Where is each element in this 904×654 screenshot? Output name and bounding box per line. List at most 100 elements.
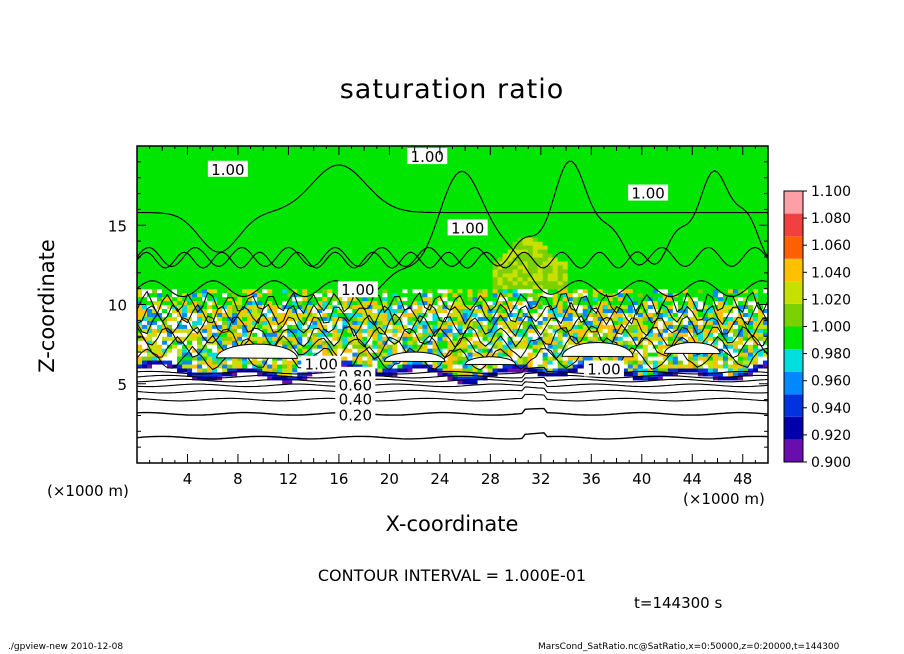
field-cell [322, 348, 328, 353]
field-cell [452, 340, 459, 345]
field-cell [192, 336, 198, 341]
field-cell [522, 439, 529, 444]
field-cell [682, 324, 689, 329]
field-cell [597, 391, 604, 397]
field-cell [157, 344, 163, 349]
field-cell [512, 336, 519, 341]
field-cell [377, 415, 383, 421]
field-cell [237, 320, 243, 325]
field-cell [187, 407, 193, 413]
field-cell [462, 391, 469, 397]
field-cell [612, 324, 619, 329]
field-cell [187, 403, 193, 409]
field-cell [522, 443, 529, 448]
field-cell [382, 447, 388, 452]
field-cell [402, 443, 409, 448]
field-cell [637, 391, 644, 397]
field-cell [447, 435, 454, 440]
field-cell [207, 324, 213, 329]
field-cell [532, 415, 539, 421]
field-cell [727, 427, 734, 432]
field-cell [682, 391, 689, 397]
field-cell [462, 443, 469, 448]
field-cell [637, 363, 644, 369]
field-cell [182, 336, 188, 341]
field-cell [627, 328, 634, 333]
field-cell [552, 455, 559, 460]
field-cell [542, 375, 549, 381]
field-cell [347, 344, 353, 349]
field-cell [632, 336, 639, 341]
field-cell [317, 399, 323, 405]
field-cell [442, 427, 449, 432]
field-cell [757, 356, 764, 361]
field-cell [372, 431, 378, 436]
field-cell [642, 411, 649, 417]
field-cell [217, 344, 223, 349]
field-cell [252, 423, 258, 428]
field-cell [592, 379, 599, 385]
field-cell [517, 383, 524, 389]
field-cell [307, 383, 313, 389]
field-cell [442, 459, 449, 463]
field-cell [152, 439, 158, 444]
field-cell [367, 443, 373, 448]
field-cell [397, 399, 404, 405]
field-cell [237, 419, 243, 424]
field-cell [147, 403, 153, 409]
field-cell [212, 447, 218, 452]
field-cell [417, 324, 424, 329]
field-cell [267, 359, 273, 365]
field-cell [692, 391, 699, 397]
field-cell [287, 332, 293, 337]
field-cell [587, 312, 594, 317]
field-cell [232, 415, 238, 421]
field-cell [507, 340, 514, 345]
field-cell [497, 332, 504, 337]
field-cell [377, 320, 383, 325]
field-cell [327, 459, 333, 463]
field-cell [162, 407, 168, 413]
field-cell [157, 403, 163, 409]
field-cell [277, 455, 283, 460]
field-cell [707, 415, 714, 421]
field-cell [737, 383, 744, 389]
field-cell [587, 383, 594, 389]
field-cell [572, 399, 579, 405]
field-cell [282, 427, 288, 432]
field-cell [137, 427, 143, 432]
field-cell [217, 459, 223, 463]
field-cell [332, 459, 338, 463]
field-cell [387, 328, 394, 333]
field-cell [212, 308, 218, 314]
field-cell [182, 395, 188, 401]
field-cell [402, 407, 409, 413]
field-cell [527, 387, 534, 393]
field-cell [722, 427, 729, 432]
field-cell [682, 459, 689, 463]
field-cell [352, 336, 358, 341]
field-cell [457, 359, 464, 365]
field-cell [137, 423, 143, 428]
field-cell [332, 304, 338, 310]
field-cell [217, 312, 223, 317]
field-cell [732, 316, 739, 321]
field-cell [692, 379, 699, 385]
field-cell [487, 447, 494, 452]
field-cell [602, 415, 609, 421]
field-cell [297, 459, 303, 463]
field-cell [327, 308, 333, 314]
field-cell [587, 431, 594, 436]
field-cell [692, 316, 699, 321]
field-cell [187, 379, 193, 385]
field-cell [422, 439, 429, 444]
field-cell [292, 459, 298, 463]
field-cell [512, 439, 519, 444]
field-cell [262, 387, 268, 393]
field-cell [597, 407, 604, 413]
field-cell [522, 451, 529, 456]
field-cell [207, 356, 213, 361]
field-cell [172, 320, 178, 325]
field-cell [192, 344, 198, 349]
field-cell [727, 363, 734, 369]
